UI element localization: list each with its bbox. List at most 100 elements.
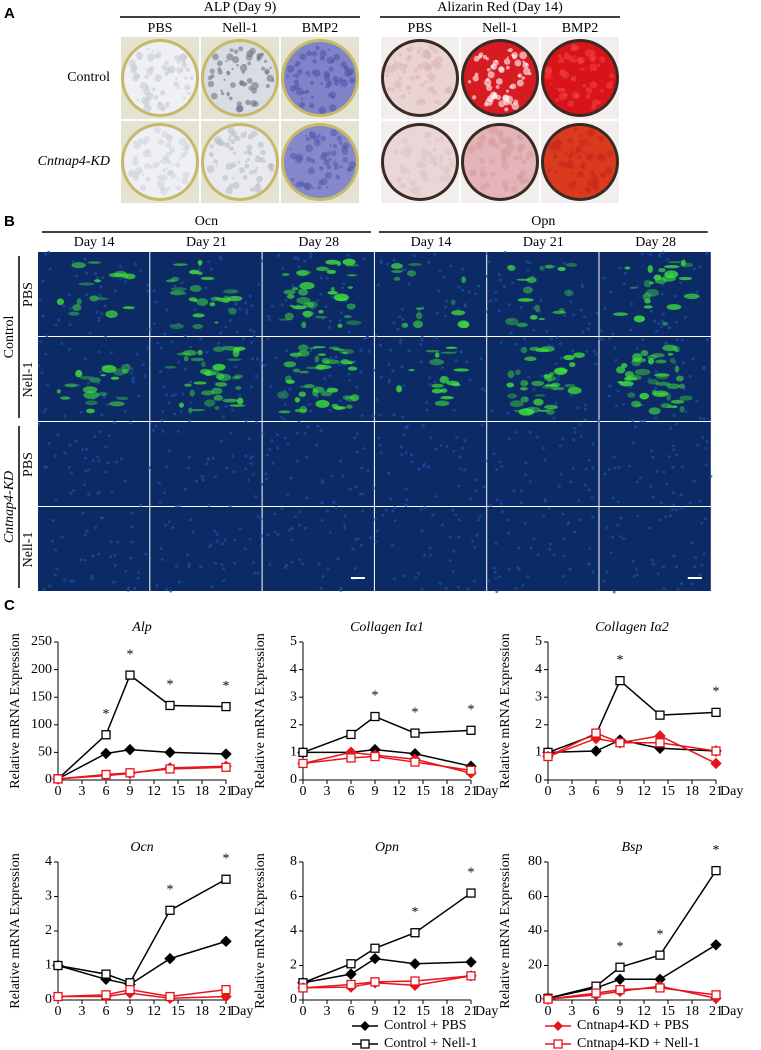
nucleus (130, 511, 134, 515)
nucleus (306, 425, 310, 429)
nucleus (585, 350, 589, 354)
stain (639, 392, 650, 400)
stain-speck (163, 154, 170, 161)
nucleus (341, 286, 345, 290)
y-tick-label: 2 (290, 958, 297, 973)
stain (649, 281, 654, 285)
nucleus (552, 265, 556, 269)
stain-speck (330, 129, 338, 137)
stain (286, 294, 295, 299)
nucleus (275, 446, 279, 450)
nucleus (83, 483, 87, 487)
nucleus (653, 319, 657, 323)
data-point (220, 748, 232, 760)
nucleus (69, 579, 73, 583)
stain-speck (396, 73, 400, 76)
stain-speck (146, 92, 154, 100)
column-label: BMP2 (302, 21, 339, 36)
stain-speck (166, 159, 172, 164)
nucleus (116, 540, 120, 544)
micrograph (487, 507, 599, 591)
well (544, 42, 616, 114)
nucleus (603, 472, 607, 476)
stain-speck (597, 100, 602, 105)
x-tick-label: 12 (147, 784, 161, 799)
stain (535, 348, 550, 353)
nucleus (444, 314, 448, 318)
nucleus (201, 478, 205, 482)
nucleus (550, 337, 554, 341)
nucleus (572, 426, 576, 430)
data-point (164, 746, 176, 759)
nucleus (675, 422, 679, 426)
nucleus (323, 376, 327, 380)
nucleus (463, 304, 467, 308)
nucleus (248, 537, 252, 541)
stain-speck (609, 149, 612, 152)
stain-speck (232, 182, 240, 190)
nucleus (536, 552, 540, 556)
stain-speck (252, 169, 258, 174)
stain-speck (426, 72, 434, 80)
nucleus (211, 456, 215, 460)
y-tick-label: 0 (535, 992, 542, 1007)
stain-speck (150, 154, 153, 158)
stain-speck (247, 61, 252, 66)
nucleus (612, 590, 616, 594)
stain-speck (483, 102, 489, 107)
x-tick-label: 21 (219, 784, 233, 799)
stain-speck (261, 66, 265, 71)
nucleus (216, 539, 220, 543)
stain-speck (206, 165, 215, 173)
stain (507, 370, 515, 379)
nucleus (115, 460, 119, 464)
stain (165, 279, 176, 283)
nucleus (149, 328, 153, 332)
nucleus (336, 557, 340, 561)
nucleus (704, 463, 708, 467)
nucleus (493, 570, 497, 574)
stain-speck (181, 62, 188, 69)
nucleus (403, 267, 407, 271)
stain (231, 375, 241, 380)
nucleus (367, 349, 371, 353)
nucleus (559, 472, 563, 476)
stain-speck (143, 104, 152, 113)
nucleus (128, 421, 132, 425)
stain (543, 373, 553, 378)
data-point (125, 985, 135, 995)
nucleus (251, 472, 255, 476)
stain (655, 381, 671, 386)
stain-speck (588, 142, 592, 146)
nucleus (295, 431, 299, 435)
series-line (302, 892, 472, 984)
significance-mark: * (412, 905, 419, 920)
nucleus (226, 307, 230, 311)
stain-speck (217, 67, 222, 72)
nucleus (220, 439, 224, 443)
nucleus (602, 276, 606, 280)
nucleus (508, 319, 512, 323)
nucleus (164, 465, 168, 469)
nucleus (497, 272, 501, 276)
stain-speck (286, 74, 290, 78)
stain-speck (438, 159, 444, 165)
stain-speck (238, 46, 244, 52)
stain-speck (332, 75, 339, 82)
significance-mark: * (713, 843, 720, 858)
nucleus (568, 567, 572, 571)
nucleus (355, 432, 359, 436)
nucleus (130, 367, 134, 371)
stain (183, 355, 189, 362)
data-point (221, 701, 231, 712)
nucleus (435, 311, 439, 315)
chart-title: Collagen Iα2 (595, 620, 669, 635)
stain-speck (483, 78, 492, 87)
nucleus (420, 338, 424, 342)
stain-speck (506, 56, 509, 59)
column-label: Day 14 (411, 235, 452, 250)
stain-speck (504, 107, 509, 112)
nucleus (599, 329, 603, 333)
stain-speck (333, 161, 338, 167)
nucleus (118, 277, 122, 281)
